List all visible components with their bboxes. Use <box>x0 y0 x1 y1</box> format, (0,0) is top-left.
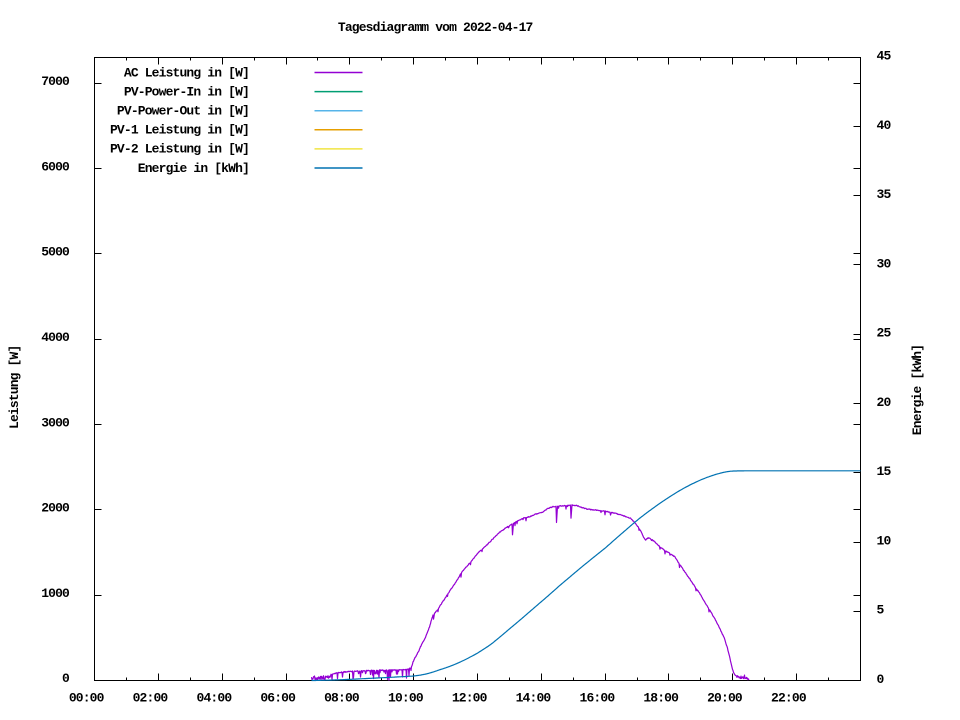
svg-text:04:00: 04:00 <box>197 691 233 706</box>
svg-text:7000: 7000 <box>41 74 70 89</box>
svg-text:Tagesdiagramm vom 2022-04-17: Tagesdiagramm vom 2022-04-17 <box>338 20 533 35</box>
svg-text:30: 30 <box>877 256 892 271</box>
svg-text:1000: 1000 <box>41 586 70 601</box>
svg-text:0: 0 <box>62 671 70 686</box>
svg-text:10:00: 10:00 <box>388 691 424 706</box>
svg-text:6000: 6000 <box>41 159 70 174</box>
svg-text:4000: 4000 <box>41 330 70 345</box>
svg-text:PV-Power-Out in [W]: PV-Power-Out in [W] <box>117 104 249 119</box>
svg-text:PV-1 Leistung in [W]: PV-1 Leistung in [W] <box>110 123 249 138</box>
svg-text:Energie in [kWh]: Energie in [kWh] <box>138 161 249 176</box>
svg-text:14:00: 14:00 <box>516 691 552 706</box>
svg-text:3000: 3000 <box>41 415 70 430</box>
svg-text:16:00: 16:00 <box>580 691 616 706</box>
svg-text:25: 25 <box>877 326 892 341</box>
svg-text:Leistung [W]: Leistung [W] <box>7 346 22 429</box>
svg-text:5000: 5000 <box>41 245 70 260</box>
svg-text:PV-Power-In in [W]: PV-Power-In in [W] <box>124 84 249 99</box>
svg-text:08:00: 08:00 <box>324 691 360 706</box>
svg-text:20: 20 <box>877 395 892 410</box>
svg-text:06:00: 06:00 <box>260 691 296 706</box>
svg-text:Energie [kWh]: Energie [kWh] <box>910 345 925 435</box>
svg-text:15: 15 <box>877 464 892 479</box>
svg-text:AC Leistung in [W]: AC Leistung in [W] <box>124 65 249 80</box>
svg-text:2000: 2000 <box>41 501 70 516</box>
svg-text:PV-2 Leistung in [W]: PV-2 Leistung in [W] <box>110 142 249 157</box>
svg-text:45: 45 <box>877 49 892 64</box>
svg-text:22:00: 22:00 <box>771 691 807 706</box>
svg-text:02:00: 02:00 <box>133 691 169 706</box>
svg-text:10: 10 <box>877 533 892 548</box>
svg-text:20:00: 20:00 <box>707 691 743 706</box>
svg-text:5: 5 <box>877 603 885 618</box>
svg-text:18:00: 18:00 <box>643 691 679 706</box>
svg-text:00:00: 00:00 <box>69 691 105 706</box>
svg-text:35: 35 <box>877 187 892 202</box>
svg-text:40: 40 <box>877 118 892 133</box>
svg-text:0: 0 <box>877 672 885 687</box>
svg-text:12:00: 12:00 <box>452 691 488 706</box>
